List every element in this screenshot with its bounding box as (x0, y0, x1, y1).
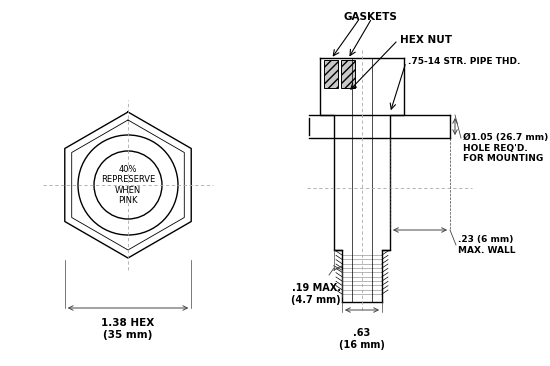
Polygon shape (324, 60, 338, 88)
Text: .63
(16 mm): .63 (16 mm) (339, 328, 385, 350)
Text: .75-14 STR. PIPE THD.: .75-14 STR. PIPE THD. (408, 57, 520, 67)
Polygon shape (341, 60, 355, 88)
Text: HEX NUT: HEX NUT (400, 35, 452, 45)
Text: 40%
REPRESERVE
WHEN
PINK: 40% REPRESERVE WHEN PINK (101, 165, 155, 205)
Text: Ø1.05 (26.7 mm)
HOLE REQ'D.
FOR MOUNTING: Ø1.05 (26.7 mm) HOLE REQ'D. FOR MOUNTING (463, 133, 548, 163)
Text: 1.38 HEX
(35 mm): 1.38 HEX (35 mm) (101, 318, 155, 340)
Text: GASKETS: GASKETS (343, 12, 397, 22)
Text: .23 (6 mm)
MAX. WALL: .23 (6 mm) MAX. WALL (458, 235, 515, 255)
Text: .19 MAX.
(4.7 mm): .19 MAX. (4.7 mm) (291, 283, 341, 305)
